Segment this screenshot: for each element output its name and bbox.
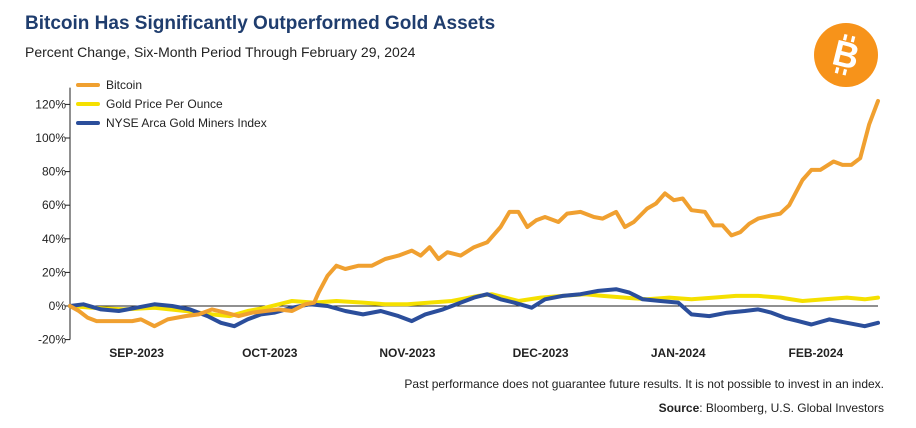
line-chart: -20% 0% 20% 40% 60% 80% 100% 120% SEP-2023 OCT-2… — [35, 78, 880, 360]
x-tick-label: SEP-2023 — [109, 346, 164, 360]
bitcoin-logo-circle — [814, 23, 878, 87]
y-tick-label: 20% — [42, 265, 66, 279]
x-tick-label: DEC-2023 — [513, 346, 569, 360]
source-note: Source: Bloomberg, U.S. Global Investors — [659, 401, 884, 415]
source-text: : Bloomberg, U.S. Global Investors — [699, 401, 884, 415]
nyse-arca-gold-miners-index-line — [68, 287, 880, 329]
x-tick-label: NOV-2023 — [379, 346, 435, 360]
y-tick-label: 120% — [35, 97, 66, 111]
bitcoin-logo-icon: B — [814, 23, 878, 87]
x-axis: SEP-2023 OCT-2023 NOV-2023 DEC-2023 JAN-2024… — [70, 305, 878, 360]
y-tick-label: 0% — [49, 299, 67, 313]
x-tick-label: OCT-2023 — [242, 346, 298, 360]
y-tick-label: 60% — [42, 198, 66, 212]
y-axis: -20% 0% 20% 40% 60% 80% 100% 120% — [35, 87, 71, 347]
x-tick-label: FEB-2024 — [788, 346, 843, 360]
legend-label: Bitcoin — [106, 78, 142, 92]
bitcoin-line — [68, 99, 880, 329]
y-tick-label: -20% — [38, 333, 66, 347]
y-tick-label: 100% — [35, 131, 66, 145]
legend: Bitcoin Gold Price Per Ounce NYSE Arca Gol… — [76, 78, 267, 130]
chart-title: Bitcoin Has Significantly Outperformed G… — [25, 13, 496, 34]
y-tick-label: 80% — [42, 165, 66, 179]
y-tick-label: 40% — [42, 232, 66, 246]
disclaimer-note: Past performance does not guarantee futu… — [404, 377, 884, 391]
source-label: Source — [658, 401, 700, 415]
series-layer — [68, 99, 880, 329]
chart-subtitle: Percent Change, Six-Month Period Through… — [25, 44, 416, 60]
legend-label: NYSE Arca Gold Miners Index — [106, 116, 267, 130]
x-tick-label: JAN-2024 — [651, 346, 706, 360]
legend-label: Gold Price Per Ounce — [106, 97, 223, 111]
